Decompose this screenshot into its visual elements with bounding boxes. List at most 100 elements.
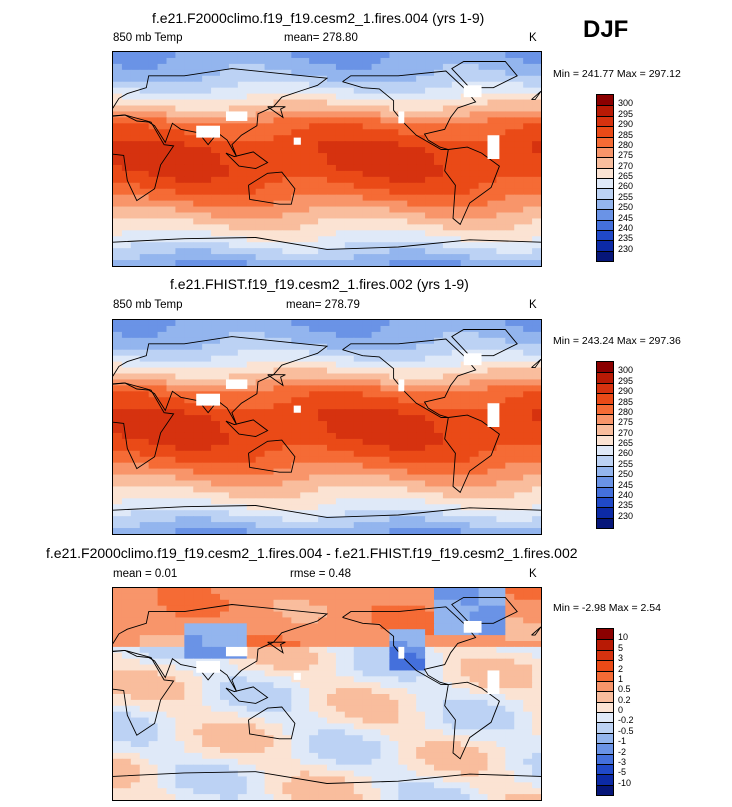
field-cell: [478, 337, 488, 345]
field-cell: [113, 373, 123, 380]
field-cell: [175, 741, 185, 748]
field-cell: [211, 522, 221, 529]
field-cell: [335, 528, 346, 534]
field-cell: [220, 361, 230, 369]
field-cell: [211, 421, 221, 428]
field-cell: [344, 682, 355, 689]
field-cell: [228, 403, 239, 410]
field-cell: [523, 224, 533, 231]
field-cell: [371, 415, 381, 422]
field-cell: [273, 741, 283, 748]
field-cell: [496, 752, 506, 760]
field-cell: [389, 260, 399, 266]
field-cell: [318, 403, 328, 410]
field-cell: [344, 248, 355, 255]
field-cell: [148, 93, 159, 101]
field-cell: [121, 682, 132, 689]
field-cell: [139, 147, 150, 154]
field-cell: [166, 343, 176, 351]
field-cell: [130, 427, 141, 434]
field-cell: [371, 605, 381, 613]
field-cell: [220, 153, 230, 160]
field-cell: [460, 63, 471, 71]
field-cell: [496, 456, 506, 464]
field-cell: [300, 75, 310, 83]
field-cell: [282, 599, 292, 607]
field-cell: [478, 331, 488, 339]
field-cell: [148, 617, 159, 624]
field-cell: [353, 699, 364, 707]
field-cell: [532, 111, 541, 118]
field-cell: [478, 421, 488, 428]
field-cell: [175, 361, 185, 369]
field-cell: [139, 699, 150, 707]
field-cell: [514, 194, 524, 202]
field-cell: [398, 588, 408, 595]
field-cell: [300, 758, 310, 766]
field-cell: [228, 349, 239, 357]
field-cell: [175, 164, 185, 172]
field-cell: [416, 355, 426, 363]
field-cell: [327, 588, 337, 595]
field-cell: [318, 711, 328, 719]
field-cell: [451, 747, 462, 754]
field-cell: [264, 629, 274, 636]
field-cell: [211, 516, 221, 523]
field-cell: [380, 87, 390, 95]
field-cell: [139, 63, 150, 71]
field-cell: [398, 635, 408, 642]
field-cell: [255, 331, 266, 339]
field-cell: [407, 188, 417, 196]
field-cell: [451, 588, 462, 595]
field-cell: [532, 141, 541, 148]
field-cell: [327, 129, 337, 136]
field-cell: [309, 361, 319, 369]
field-cell: [398, 331, 408, 339]
field-cell: [264, 200, 274, 208]
field-cell: [228, 325, 239, 333]
field-cell: [451, 652, 462, 660]
field-cell: [344, 236, 355, 243]
field-cell: [148, 456, 159, 464]
field-cell: [264, 224, 274, 231]
field-cell: [398, 135, 408, 142]
field-cell: [237, 57, 248, 65]
field-cell: [389, 385, 399, 392]
field-cell: [211, 75, 221, 83]
field-cell: [282, 117, 292, 124]
field-cell: [246, 664, 257, 671]
field-cell: [362, 182, 373, 190]
field-cell: [523, 218, 533, 225]
field-cell: [362, 164, 373, 172]
field-cell: [113, 111, 123, 118]
field-cell: [139, 474, 150, 481]
field-cell: [291, 492, 301, 499]
field-cell: [398, 528, 408, 534]
field-cell: [371, 361, 381, 369]
field-cell: [380, 242, 390, 249]
field-cell: [237, 343, 248, 351]
field-cell: [398, 629, 408, 636]
field-cell: [362, 510, 373, 517]
field-cell: [460, 432, 471, 440]
field-cell: [130, 206, 141, 213]
field-cell: [228, 218, 239, 225]
field-cell: [139, 367, 150, 374]
field-cell: [460, 123, 471, 130]
field-cell: [175, 711, 185, 719]
field-cell: [442, 373, 453, 380]
field-cell: [514, 498, 524, 505]
field-cell: [523, 699, 533, 707]
field-cell: [469, 236, 480, 243]
field-cell: [300, 164, 310, 172]
field-cell: [282, 444, 292, 452]
field-cell: [327, 230, 337, 237]
field-cell: [246, 200, 257, 208]
field-cell: [175, 421, 185, 428]
field-cell: [157, 486, 167, 493]
field-cell: [505, 355, 515, 363]
colorbar-segment: [597, 250, 613, 261]
field-cell: [202, 723, 212, 730]
field-cell: [291, 361, 301, 369]
field-cell: [264, 325, 274, 333]
